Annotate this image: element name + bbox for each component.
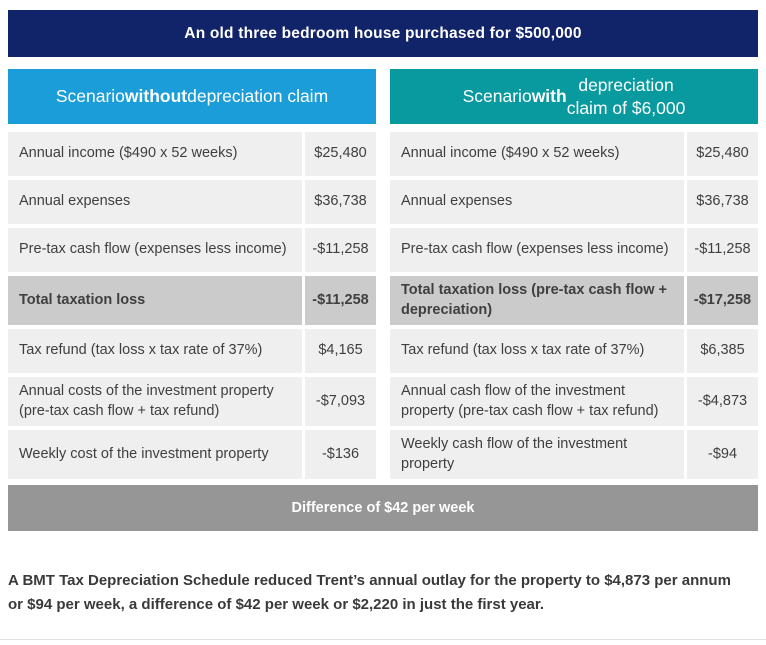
- column-gap: [376, 430, 390, 480]
- row-value: -$7,093: [302, 377, 376, 427]
- row-value: $25,480: [302, 132, 376, 176]
- row-label: Annual income ($490 x 52 weeks): [390, 132, 684, 176]
- row-value: $4,165: [302, 329, 376, 374]
- row-label: Total taxation loss: [8, 276, 302, 326]
- column-gap: [376, 69, 390, 128]
- row-value: -$136: [302, 430, 376, 480]
- header-text: Scenario: [55, 86, 125, 107]
- column-gap: [376, 228, 390, 272]
- column-gap: [376, 329, 390, 374]
- header-emphasis: without: [124, 86, 188, 107]
- row-label: Annual costs of the investment property …: [8, 377, 302, 427]
- row-value: -$4,873: [684, 377, 758, 427]
- row-label: Weekly cost of the investment property: [8, 430, 302, 480]
- column-gap: [376, 377, 390, 427]
- row-label: Total taxation loss (pre-tax cash flow +…: [390, 276, 684, 326]
- row-label: Pre-tax cash flow (expenses less income): [390, 228, 684, 272]
- row-label: Annual expenses: [390, 180, 684, 224]
- row-value: -$17,258: [684, 276, 758, 326]
- scenario-without-header: Scenario without depreciation claim: [8, 69, 376, 124]
- row-value: -$11,258: [684, 228, 758, 272]
- row-value: $6,385: [684, 329, 758, 374]
- row-value: $36,738: [302, 180, 376, 224]
- title-banner: An old three bedroom house purchased for…: [8, 10, 758, 57]
- row-label: Annual cash flow of the investment prope…: [390, 377, 684, 427]
- banner-title: An old three bedroom house purchased for…: [184, 24, 582, 42]
- header-text: Scenario: [462, 86, 532, 107]
- header-text: depreciation claim of $6,000: [566, 74, 686, 118]
- row-label: Pre-tax cash flow (expenses less income): [8, 228, 302, 272]
- row-value: -$94: [684, 430, 758, 480]
- column-gap: [376, 276, 390, 326]
- row-value: -$11,258: [302, 276, 376, 326]
- comparison-tables: Scenario without depreciation claim Scen…: [8, 69, 758, 480]
- scenario-with-header: Scenario with depreciation claim of $6,0…: [390, 69, 758, 124]
- column-gap: [376, 180, 390, 224]
- header-emphasis: with: [531, 86, 567, 107]
- row-label: Weekly cash flow of the investment prope…: [390, 430, 684, 480]
- row-value: -$11,258: [302, 228, 376, 272]
- summary-paragraph: A BMT Tax Depreciation Schedule reduced …: [8, 572, 731, 613]
- row-value: $36,738: [684, 180, 758, 224]
- row-value: $25,480: [684, 132, 758, 176]
- row-label: Annual income ($490 x 52 weeks): [8, 132, 302, 176]
- difference-text: Difference of $42 per week: [291, 500, 475, 517]
- column-gap: [376, 132, 390, 176]
- row-label: Tax refund (tax loss x tax rate of 37%): [390, 329, 684, 374]
- header-text: depreciation claim: [187, 86, 329, 107]
- difference-banner: Difference of $42 per week: [8, 485, 758, 532]
- row-label: Tax refund (tax loss x tax rate of 37%): [8, 329, 302, 374]
- bottom-divider: [0, 638, 766, 640]
- row-label: Annual expenses: [8, 180, 302, 224]
